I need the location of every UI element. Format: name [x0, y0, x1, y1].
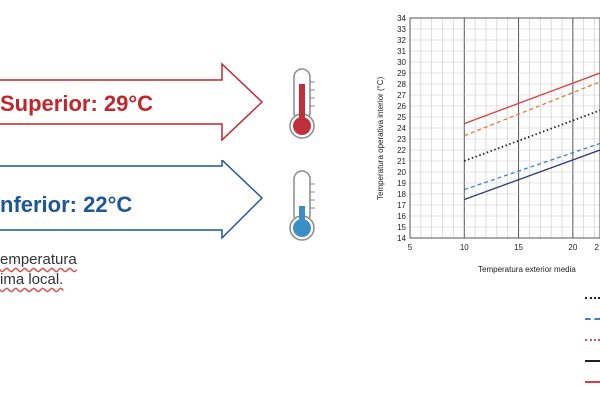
legend-swatch [585, 297, 600, 299]
y-tick-label: 25 [397, 113, 406, 122]
x-tick-label: 5 [408, 243, 413, 252]
note-text-1: emperatura [0, 251, 77, 268]
y-tick-label: 20 [397, 168, 406, 177]
chart-series [463, 72, 600, 201]
y-tick-label: 27 [397, 91, 406, 100]
chart-grid [409, 17, 600, 239]
upper-arrow [0, 62, 264, 142]
series-line [463, 109, 600, 162]
legend-swatch [585, 381, 600, 383]
chart-xlabel: Temperatura exterior media [478, 265, 576, 274]
series-line [464, 142, 600, 191]
series-line [464, 81, 600, 137]
y-tick-label: 21 [397, 157, 406, 166]
lower-arrow [0, 160, 264, 240]
x-tick-label: 2 [595, 243, 600, 252]
y-tick-label: 24 [397, 124, 406, 133]
y-tick-label: 33 [397, 25, 406, 34]
series-line [464, 149, 600, 201]
y-tick-label: 14 [397, 234, 406, 243]
y-tick-label: 26 [397, 102, 406, 111]
x-tick-label: 15 [514, 243, 523, 252]
y-tick-label: 15 [397, 223, 406, 232]
legend-swatch [585, 360, 600, 362]
y-tick-label: 22 [397, 146, 406, 155]
y-tick-label: 16 [397, 212, 406, 221]
y-tick-label: 29 [397, 69, 406, 78]
series-line [464, 72, 600, 125]
y-tick-label: 34 [397, 14, 406, 23]
y-tick-label: 19 [397, 179, 406, 188]
y-tick-label: 28 [397, 80, 406, 89]
y-tick-label: 30 [397, 58, 406, 67]
y-tick-label: 31 [397, 47, 406, 56]
comfort-chart: 1415161718192021222324252627282930313233… [376, 14, 600, 274]
legend-swatch [585, 339, 600, 341]
note-text-2: ima local. [0, 271, 64, 288]
y-tick-label: 18 [397, 190, 406, 199]
legend-swatch [585, 318, 600, 320]
chart-ticks: 1415161718192021222324252627282930313233… [397, 14, 599, 252]
x-tick-label: 20 [568, 243, 577, 252]
y-tick-label: 32 [397, 36, 406, 45]
y-tick-label: 17 [397, 201, 406, 210]
upper-threshold-label: Superior: 29°C [0, 91, 154, 116]
x-tick-label: 10 [460, 243, 469, 252]
chart-ylabel: Temperatura operativa interior (°C) [376, 76, 385, 200]
thermometer-hot-icon [289, 68, 315, 139]
lower-threshold-label: nferior: 22°C [0, 192, 133, 217]
y-tick-label: 23 [397, 135, 406, 144]
plot-frame [409, 17, 600, 239]
thermometer-cold-icon [289, 170, 315, 241]
